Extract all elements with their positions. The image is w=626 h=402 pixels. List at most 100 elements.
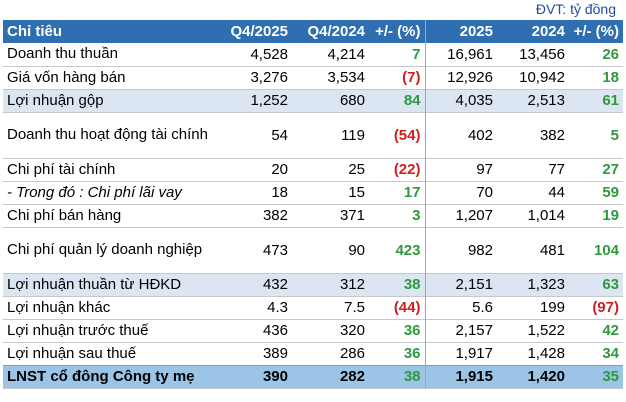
row-label: Lợi nhuận trước thuế	[7, 321, 149, 339]
value-year-2024: 1,323	[497, 273, 569, 296]
table-row: Chi phí bán hàng 382 371 3 1,207 1,014 19	[3, 204, 623, 227]
value-year-2024: 13,456	[519, 45, 565, 63]
value-year-2025: 70	[424, 181, 497, 204]
row-label: Doanh thu hoạt động tài chính	[7, 126, 208, 143]
change-quarter: (22)	[393, 161, 421, 178]
value-q4-2024: 282	[292, 364, 369, 388]
table-row: Lợi nhuận thuần từ HĐKD 432 312 38 2,151 1,32…	[3, 273, 623, 296]
value-year-2024: 10,942	[519, 69, 565, 86]
value-q4-2025: 18	[271, 184, 288, 201]
value-year-2024: 1,428	[527, 345, 565, 362]
header-year-2024: 2024	[497, 20, 569, 43]
change-year: 19	[602, 207, 619, 224]
header-q4-2024: Q4/2024	[292, 20, 369, 43]
row-label: LNST cổ đông Công ty mẹ	[3, 364, 215, 388]
header-year-change: +/- (%)	[569, 20, 623, 43]
change-quarter: (54)	[393, 126, 421, 144]
value-q4-2024: 320	[339, 322, 365, 339]
value-year-2024: 481	[539, 241, 565, 259]
value-year-2024: 44	[548, 184, 565, 201]
value-year-2025: 1,915	[424, 364, 497, 388]
value-q4-2024: 4,214	[327, 45, 365, 63]
change-year: 26	[602, 45, 619, 63]
table-row: Lợi nhuận trước thuế 436 320 36 2,157 1,522 42	[3, 319, 623, 342]
table-row: Giá vốn hàng bán 3,276 3,534 (7) 12,926 10,94…	[3, 66, 623, 89]
value-q4-2025: 473	[262, 241, 288, 259]
row-label: Lợi nhuận thuần từ HĐKD	[3, 273, 215, 296]
value-year-2025: 2,157	[424, 319, 497, 342]
row-label: Chi phí bán hàng	[7, 206, 122, 224]
value-q4-2025: 389	[262, 345, 288, 362]
change-year: 5	[610, 126, 619, 144]
value-year-2025: 16,961	[424, 43, 497, 66]
value-year-2025: 1,207	[424, 204, 497, 227]
value-year-2024: 2,513	[497, 89, 569, 112]
value-q4-2024: 312	[292, 273, 369, 296]
value-q4-2024: 286	[339, 345, 365, 362]
financial-table: Chỉ tiêu Q4/2025 Q4/2024 +/- (%) 2025 20…	[3, 20, 623, 389]
row-label: - Trong đó : Chi phí lãi vay	[7, 183, 182, 201]
value-q4-2025: 4,528	[250, 45, 288, 63]
row-label: Lợi nhuận gộp	[3, 89, 215, 112]
change-year: 61	[569, 89, 623, 112]
value-year-2025: 402	[424, 112, 497, 158]
value-year-2024: 382	[539, 126, 565, 144]
table-row: Chi phí quản lý doanh nghiệp 473 90 423 982 4…	[3, 227, 623, 273]
change-year: 34	[602, 345, 619, 362]
change-quarter: (7)	[402, 69, 421, 86]
header-year-2025: 2025	[424, 20, 497, 43]
change-year: 59	[602, 184, 619, 201]
value-q4-2025: 20	[271, 161, 288, 178]
change-year: 42	[602, 322, 619, 339]
row-label: Doanh thu thuần	[7, 45, 118, 63]
value-year-2024: 1,014	[527, 207, 565, 224]
value-q4-2024: 15	[348, 184, 365, 201]
value-year-2025: 12,926	[424, 66, 497, 89]
change-year: 27	[602, 161, 619, 178]
value-q4-2024: 25	[348, 161, 365, 178]
header-indicator: Chỉ tiêu	[3, 20, 215, 43]
value-year-2025: 2,151	[424, 273, 497, 296]
change-quarter: 36	[403, 345, 421, 362]
unit-note: ĐVT: tỷ đồng	[535, 1, 616, 17]
value-q4-2024: 680	[292, 89, 369, 112]
row-label: Lợi nhuận khác	[7, 298, 111, 316]
change-quarter: 423	[395, 241, 421, 259]
value-year-2025: 982	[424, 227, 497, 273]
value-q4-2024: 119	[341, 126, 365, 144]
value-q4-2025: 382	[262, 207, 288, 224]
table-row: Lợi nhuận khác 4.3 7.5 (44) 5.6 199 (97)	[3, 296, 623, 319]
value-q4-2024: 7.5	[344, 299, 365, 316]
value-q4-2024: 90	[348, 241, 365, 259]
value-q4-2025: 54	[271, 126, 288, 144]
change-year: 18	[602, 69, 619, 86]
change-quarter: 38	[369, 364, 425, 388]
row-label: Chi phí tài chính	[7, 160, 116, 178]
value-year-2024: 1,522	[527, 322, 565, 339]
table-row: Doanh thu hoạt động tài chính 54 119 (54) 40…	[3, 112, 623, 158]
header-q4-2025: Q4/2025	[215, 20, 292, 43]
value-q4-2024: 3,534	[327, 69, 365, 86]
value-year-2025: 97	[424, 158, 497, 181]
table-row: Doanh thu thuần 4,528 4,214 7 16,961 13,456 26	[3, 43, 623, 66]
change-quarter: 84	[369, 89, 425, 112]
row-label: Chi phí quản lý doanh nghiệp	[7, 241, 203, 258]
table-row: Lợi nhuận gộp 1,252 680 84 4,035 2,513 61	[3, 89, 623, 112]
value-year-2025: 4,035	[424, 89, 497, 112]
header-row: Chỉ tiêu Q4/2025 Q4/2024 +/- (%) 2025 20…	[3, 20, 623, 43]
value-q4-2024: 371	[339, 207, 365, 224]
change-quarter: 7	[412, 45, 421, 63]
table-row: Lợi nhuận sau thuế 389 286 36 1,917 1,428 34	[3, 342, 623, 365]
value-q4-2025: 436	[262, 322, 288, 339]
table-row: Chi phí tài chính 20 25 (22) 97 77 27	[3, 158, 623, 181]
table-row: LNST cổ đông Công ty mẹ 390 282 38 1,915 1,42…	[3, 364, 623, 388]
change-quarter: 38	[369, 273, 425, 296]
value-q4-2025: 3,276	[250, 69, 288, 86]
value-q4-2025: 390	[215, 364, 292, 388]
change-year: (97)	[592, 299, 619, 316]
table-row: - Trong đó : Chi phí lãi vay 18 15 17 70 44 59	[3, 181, 623, 204]
value-q4-2025: 4.3	[267, 299, 288, 316]
value-q4-2025: 1,252	[215, 89, 292, 112]
change-quarter: 17	[403, 184, 421, 201]
change-year: 63	[569, 273, 623, 296]
